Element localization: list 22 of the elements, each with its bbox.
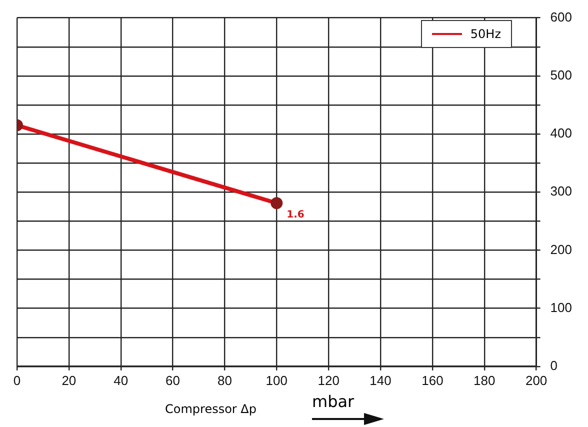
x-tick-label: 120 [318, 372, 340, 388]
y-tick-label: 0 [550, 358, 558, 373]
y-tick-label: 600 [550, 9, 572, 24]
x-tick-label: 100 [266, 372, 288, 388]
x-tick-label: 40 [114, 372, 128, 388]
x-tick-label: 80 [217, 372, 232, 388]
x-tick-label: 180 [474, 372, 496, 388]
x-tick-label: 160 [422, 372, 444, 388]
x-tick-label: 140 [370, 372, 392, 388]
y-tick-label: 300 [550, 184, 572, 199]
y-tick-label: 400 [550, 126, 572, 141]
x-tick-label: 60 [166, 372, 180, 388]
y-tick-label: 200 [550, 242, 572, 257]
y-tick-label: 100 [550, 300, 572, 315]
y-tick-label: 500 [550, 67, 572, 82]
x-tick-label: 20 [62, 372, 76, 388]
legend-label: 50Hz [470, 27, 501, 41]
x-axis-title: Compressor Δp [165, 402, 256, 416]
x-tick-label: 200 [525, 372, 548, 388]
x-tick-label: 0 [13, 372, 21, 388]
annotation: 1.6 [286, 210, 304, 221]
text: mbar [312, 392, 354, 411]
